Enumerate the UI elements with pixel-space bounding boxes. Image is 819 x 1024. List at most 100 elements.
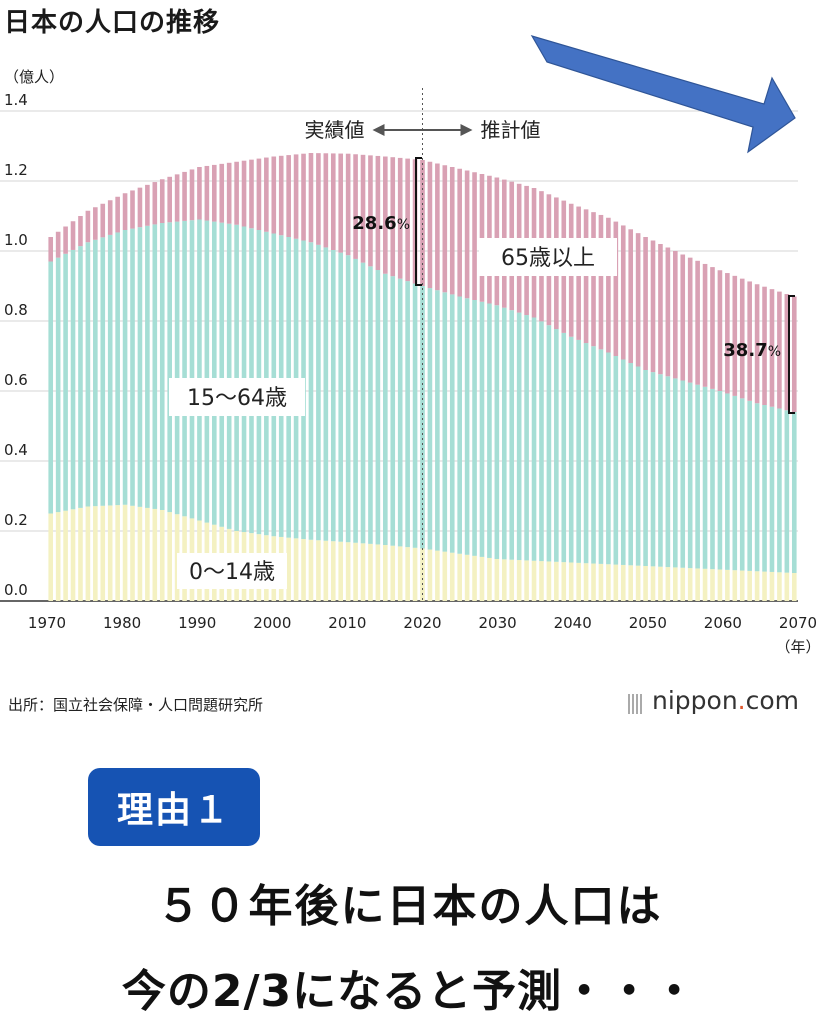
bar-segment-working (189, 220, 195, 519)
bar-segment-young (554, 561, 559, 601)
bar-segment-working (472, 300, 477, 556)
x-tick-label: 2030 (479, 614, 517, 632)
bar-segment-working (107, 234, 113, 506)
bar-segment-elderly (234, 161, 239, 225)
bar-segment-working (412, 283, 418, 548)
bar-segment-young (598, 563, 604, 601)
bar-segment-elderly (464, 170, 470, 299)
bar-segment-working (747, 400, 752, 571)
x-tick-label: 1970 (28, 614, 66, 632)
bar-segment-elderly (152, 182, 158, 225)
bar-segment-working (449, 294, 455, 553)
bar-segment-elderly (338, 153, 344, 253)
x-tick-label: 2060 (704, 614, 742, 632)
logo-prefix: nippon (652, 686, 738, 715)
bar-segment-elderly (390, 157, 396, 277)
bar-segment-working (48, 261, 54, 514)
y-tick-label: 0.0 (4, 581, 28, 599)
bar-segment-working (93, 239, 98, 507)
bar-segment-young (93, 506, 98, 601)
bar-segment-young (405, 547, 410, 601)
bar-segment-young (665, 567, 671, 601)
bar-segment-elderly (673, 251, 678, 379)
y-tick-label: 0.4 (4, 441, 28, 459)
bar-segment-young (784, 572, 790, 601)
bar-segment-elderly (174, 174, 180, 222)
bar-segment-young (85, 506, 91, 601)
nippon-logo[interactable]: nippon.com (628, 686, 799, 717)
bar-segment-elderly (360, 154, 366, 263)
bar-segment-working (695, 384, 700, 569)
bar-segment-young (613, 564, 619, 601)
bar-segment-elderly (435, 163, 440, 291)
bar-segment-elderly (702, 263, 708, 387)
bar-segment-young (583, 563, 589, 601)
bar-segment-young (70, 509, 76, 601)
series-label-working-age-box (169, 378, 305, 416)
bar-segment-elderly (479, 174, 485, 302)
bar-segment-elderly (747, 281, 752, 401)
bar-segment-elderly (219, 163, 225, 223)
bar-segment-working (784, 410, 790, 573)
bar-segment-working (791, 412, 797, 573)
bar-segment-young (576, 562, 581, 601)
bar-segment-working (197, 219, 202, 521)
bar-segment-elderly (353, 154, 358, 259)
bar-segment-young (353, 542, 358, 601)
bar-segment-young (687, 568, 693, 601)
series-label-elderly-box (479, 238, 617, 276)
bar-segment-working (673, 378, 678, 568)
bar-segment-elderly (769, 289, 775, 407)
bar-segment-working (725, 393, 730, 570)
bar-segment-working (583, 343, 589, 564)
bar-segment-young (494, 559, 500, 601)
bar-segment-working (130, 228, 135, 506)
bar-segment-elderly (130, 190, 135, 229)
bar-segment-elderly (368, 155, 373, 267)
bar-segment-elderly (739, 278, 745, 399)
bar-segment-working (375, 270, 381, 545)
bar-segment-young (702, 568, 708, 601)
bar-segment-working (509, 310, 515, 560)
bar-segment-working (152, 224, 158, 509)
bar-segment-elderly (397, 157, 403, 279)
bar-segment-elderly (204, 165, 210, 221)
bar-segment-working (479, 301, 485, 557)
bar-segment-elderly (375, 155, 381, 271)
bar-segment-working (777, 408, 782, 573)
bar-segment-working (63, 253, 68, 511)
bar-segment-elderly (591, 212, 596, 347)
bar-segment-young (650, 566, 656, 601)
share-bracket-2070 (788, 295, 795, 414)
bar-segment-young (762, 571, 767, 601)
bar-segment-elderly (55, 231, 61, 258)
bar-segment-young (390, 545, 396, 601)
bar-segment-working (345, 255, 351, 543)
bar-segment-young (145, 507, 150, 601)
bar-segment-young (695, 568, 700, 601)
bar-segment-elderly (643, 237, 648, 370)
bar-segment-young (293, 538, 299, 601)
bar-segment-elderly (241, 160, 247, 227)
bar-segment-elderly (442, 165, 448, 293)
logo-dot: . (737, 686, 746, 715)
bar-segment-elderly (63, 226, 68, 254)
bar-segment-young (501, 559, 507, 601)
bar-segment-working (754, 403, 760, 572)
headline-line-2: 今の2/3になると予測・・・ (121, 966, 698, 1017)
bar-segment-elderly (405, 158, 410, 282)
bar-segment-working (174, 221, 180, 515)
bar-segment-young (464, 554, 470, 601)
bar-segment-elderly (695, 260, 700, 385)
bar-segment-elderly (182, 171, 187, 221)
bar-segment-working (650, 372, 656, 567)
bar-segment-young (442, 551, 448, 601)
bar-segment-elderly (449, 167, 455, 295)
bar-segment-working (338, 252, 344, 542)
bar-segment-elderly (167, 176, 172, 223)
bar-segment-young (479, 556, 485, 601)
bar-segment-young (286, 537, 291, 601)
bar-segment-young (63, 510, 68, 601)
bar-segment-young (152, 508, 158, 601)
y-tick-label: 0.8 (4, 301, 28, 319)
